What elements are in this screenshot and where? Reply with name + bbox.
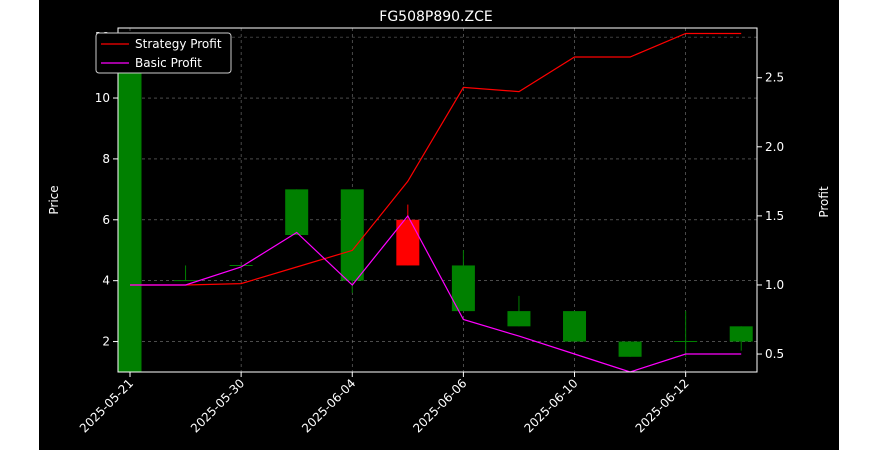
candle-body <box>118 37 142 372</box>
candle-body <box>729 326 753 342</box>
y-axis-label-left: Price <box>47 185 61 214</box>
y-tick-label-left: 4 <box>102 274 110 288</box>
candles <box>118 37 753 372</box>
y-axis-label-right: Profit <box>817 186 831 218</box>
chart-title: FG508P890.ZCE <box>379 9 492 25</box>
candle-body <box>618 341 642 357</box>
y-tick-label-right: 1.0 <box>765 278 784 292</box>
legend-basic-profit-label: Basic Profit <box>135 56 202 70</box>
basic-profit-line <box>130 214 742 373</box>
legend: Strategy Profit Basic Profit <box>95 32 232 74</box>
candle-body <box>396 219 420 266</box>
y-tick-label-left: 6 <box>102 213 110 227</box>
y-tick-label-right: 0.5 <box>765 347 784 361</box>
y-tick-label-right: 2.0 <box>765 140 784 154</box>
strategy-profit-line <box>130 32 742 286</box>
grid <box>118 28 757 372</box>
candle-body <box>563 311 587 342</box>
y-tick-label-right: 1.5 <box>765 209 784 223</box>
legend-box <box>95 32 232 74</box>
legend-strategy-profit-label: Strategy Profit <box>135 37 222 51</box>
plot-frame <box>117 27 758 373</box>
candle-body <box>340 189 364 281</box>
profit-lines <box>130 32 742 373</box>
candle-body <box>285 189 309 236</box>
y-tick-label-right: 2.5 <box>765 71 784 85</box>
candle-body <box>507 311 531 327</box>
figure-background <box>39 0 839 450</box>
candle-body <box>451 265 475 312</box>
y-tick-label-left: 10 <box>95 91 110 105</box>
y-tick-label-left: 2 <box>102 335 110 349</box>
y-tick-label-left: 8 <box>102 152 110 166</box>
